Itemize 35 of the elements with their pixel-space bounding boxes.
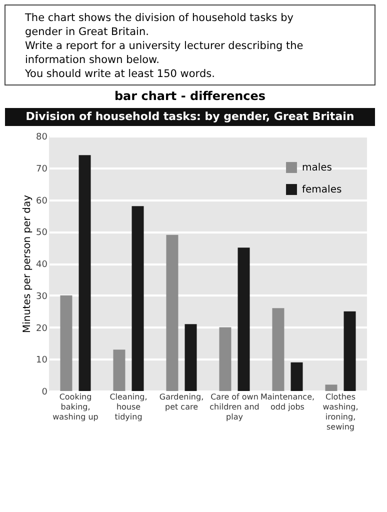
bar [219, 327, 232, 391]
y-axis-title: Minutes per person per day [22, 194, 34, 333]
y-tick-label: 40 [36, 260, 48, 270]
legend-label: males [302, 162, 332, 174]
y-tick-label: 0 [42, 388, 48, 398]
text: bar chart - differences [114, 89, 266, 103]
text: The chart shows the division of household tasks by gender in Great Britain. [24, 12, 294, 38]
x-tick-label: Maintenance, odd jobs [260, 392, 315, 412]
bar [60, 295, 72, 391]
bar [113, 350, 126, 391]
y-tick-label: 50 [36, 228, 48, 238]
x-tick-label: Clothes washing, ironing, sewing [322, 392, 358, 432]
bar [290, 362, 303, 391]
y-tick-label: 60 [36, 196, 48, 206]
y-tick-label: 70 [36, 164, 48, 174]
text: Write a report for a university lecturer describing the information shown below. [25, 40, 304, 66]
text: You should write at least 150 words. [24, 68, 215, 80]
chart-title: Division of household tasks: by gender, Great Britain [26, 110, 354, 123]
bar [166, 234, 178, 391]
y-tick-label: 80 [36, 132, 48, 142]
y-tick-label: 10 [36, 356, 48, 366]
legend-label: females [302, 184, 342, 196]
bar [325, 384, 338, 391]
bar [238, 248, 250, 391]
x-tick-label: Cooking baking, washing up [52, 392, 98, 422]
y-tick-label: 20 [36, 324, 48, 334]
x-tick-label: Care of own children and play [210, 392, 260, 422]
bar [344, 311, 356, 391]
x-tick-label: Gardening, pet care [159, 392, 204, 412]
bar [184, 324, 197, 391]
bar [132, 206, 144, 391]
x-tick-label: Cleaning, house tidying [110, 392, 148, 422]
bar [78, 155, 91, 391]
y-tick-label: 30 [36, 292, 48, 302]
bar [272, 308, 284, 391]
